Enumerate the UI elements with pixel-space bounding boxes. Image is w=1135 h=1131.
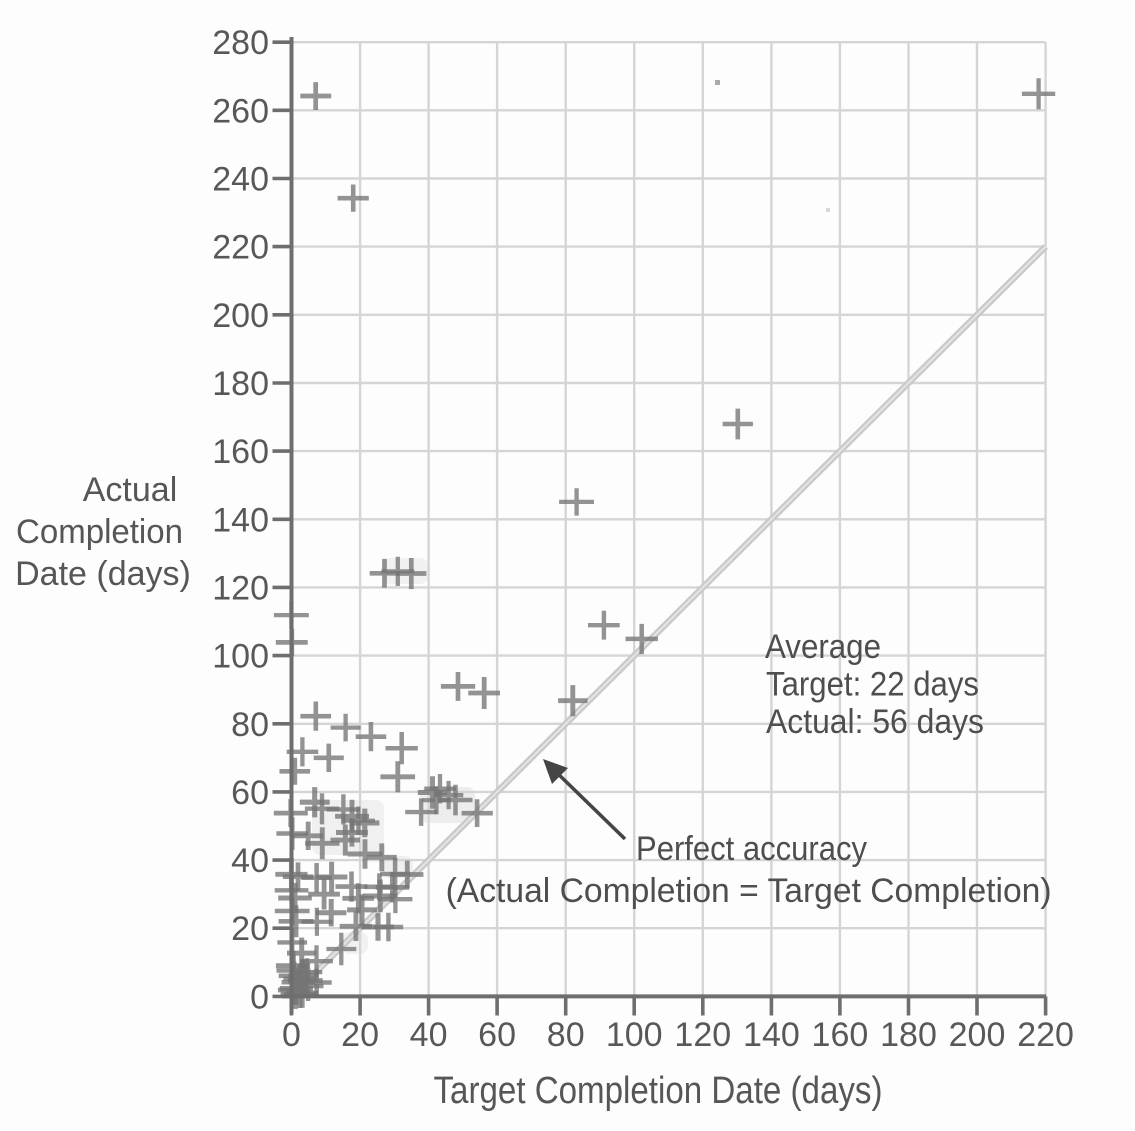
svg-text:120: 120 (212, 569, 269, 607)
svg-text:160: 160 (212, 433, 269, 471)
svg-text:20: 20 (231, 910, 269, 948)
svg-text:120: 120 (674, 1016, 731, 1054)
svg-text:60: 60 (478, 1016, 516, 1054)
svg-text:180: 180 (880, 1016, 937, 1054)
svg-text:60: 60 (231, 774, 269, 812)
svg-text:Perfect accuracy: Perfect accuracy (636, 830, 867, 868)
svg-text:220: 220 (1017, 1016, 1074, 1054)
svg-text:0: 0 (250, 978, 269, 1016)
svg-text:180: 180 (212, 365, 269, 403)
svg-text:140: 140 (212, 501, 269, 539)
svg-text:100: 100 (212, 638, 269, 676)
svg-text:Actual: Actual (83, 471, 178, 509)
svg-text:40: 40 (231, 842, 269, 880)
svg-text:0: 0 (282, 1016, 301, 1054)
svg-text:40: 40 (410, 1016, 448, 1054)
svg-text:Average: Average (765, 628, 881, 666)
svg-text:Target Completion Date (days): Target Completion Date (days) (434, 1070, 883, 1112)
svg-text:Date (days): Date (days) (15, 555, 191, 593)
svg-text:240: 240 (212, 161, 269, 199)
svg-text:Completion: Completion (16, 513, 183, 551)
svg-text:260: 260 (212, 92, 269, 130)
svg-text:Actual: 56 days: Actual: 56 days (766, 703, 984, 741)
svg-text:20: 20 (341, 1016, 379, 1054)
svg-text:200: 200 (949, 1016, 1006, 1054)
svg-text:280: 280 (212, 24, 269, 62)
svg-text:80: 80 (547, 1016, 585, 1054)
svg-text:200: 200 (212, 297, 269, 335)
svg-text:100: 100 (606, 1016, 663, 1054)
svg-text:80: 80 (231, 706, 269, 744)
svg-text:(Actual Completion = Target Co: (Actual Completion = Target Completion) (446, 872, 1052, 910)
svg-text:160: 160 (812, 1016, 869, 1054)
svg-text:220: 220 (212, 229, 269, 267)
svg-text:140: 140 (743, 1016, 800, 1054)
svg-text:Target: 22 days: Target: 22 days (766, 666, 979, 704)
